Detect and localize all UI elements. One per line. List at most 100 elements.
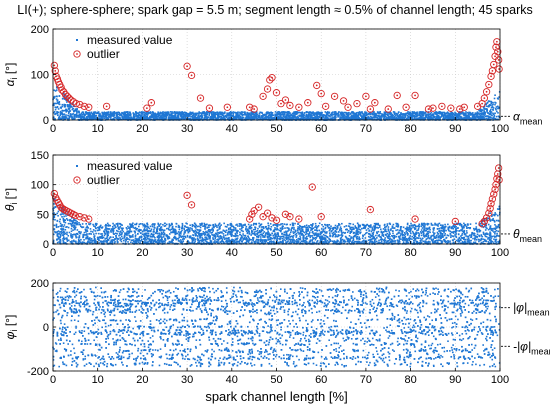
measured-point (347, 114, 350, 116)
measured-point (482, 238, 484, 241)
measured-point (408, 113, 411, 116)
measured-point (268, 112, 271, 114)
measured-point (80, 112, 83, 114)
measured-point (344, 115, 346, 118)
measured-point (326, 113, 328, 115)
measured-point (177, 113, 180, 116)
measured-point (202, 112, 205, 115)
measured-point (122, 242, 124, 245)
measured-point (430, 224, 433, 226)
measured-point (184, 115, 186, 117)
measured-point (348, 242, 351, 244)
measured-point (276, 114, 278, 116)
measured-point (67, 234, 70, 237)
measured-point (482, 113, 485, 116)
measured-point (303, 226, 306, 228)
measured-point (58, 117, 61, 119)
measured-point (61, 216, 63, 218)
measured-point (66, 101, 68, 103)
measured-point (398, 237, 401, 240)
measured-point (222, 112, 224, 114)
measured-point (401, 114, 403, 116)
measured-point (492, 112, 494, 115)
outlier-center (150, 101, 153, 104)
measured-point (407, 113, 410, 115)
measured-point (212, 111, 215, 113)
measured-point (466, 232, 468, 234)
measured-point (383, 114, 385, 117)
measured-point (149, 116, 151, 118)
measured-point (286, 113, 288, 116)
measured-point (170, 223, 173, 226)
measured-point (377, 111, 380, 114)
measured-point (324, 240, 327, 242)
measured-point (59, 236, 61, 239)
measured-point (129, 223, 131, 225)
outlier-center (405, 106, 408, 109)
measured-point (210, 242, 212, 245)
measured-point (178, 117, 180, 119)
measured-point (215, 118, 217, 120)
measured-point (225, 229, 228, 232)
measured-point (393, 113, 396, 116)
measured-point (217, 114, 220, 116)
measured-point (478, 112, 480, 114)
measured-point (210, 116, 213, 118)
measured-point (326, 225, 329, 227)
measured-point (53, 224, 56, 227)
measured-point (382, 115, 385, 117)
measured-point (107, 111, 109, 114)
measured-point (448, 116, 450, 119)
measured-point (135, 117, 138, 119)
measured-point (270, 116, 273, 118)
measured-point (437, 112, 439, 114)
measured-point (193, 117, 196, 120)
measured-point (340, 236, 343, 239)
outlier-marker (492, 43, 500, 51)
measured-point (344, 235, 347, 238)
measured-point (279, 114, 282, 116)
measured-point (495, 118, 497, 121)
measured-point (132, 114, 135, 117)
measured-point (223, 116, 225, 118)
measured-point (151, 112, 154, 114)
measured-point (268, 113, 271, 116)
measured-point (369, 236, 371, 239)
measured-point (223, 112, 225, 115)
measured-point (477, 116, 479, 119)
measured-point (183, 111, 186, 114)
measured-point (106, 112, 108, 115)
measured-point (243, 238, 246, 240)
measured-point (409, 111, 411, 114)
measured-point (54, 95, 56, 98)
measured-point (172, 112, 174, 114)
measured-point (486, 101, 489, 104)
measured-point (427, 116, 430, 119)
measured-point (122, 117, 124, 120)
outlier-marker (85, 103, 93, 111)
measured-point (430, 117, 433, 119)
measured-point (471, 116, 474, 119)
measured-point (131, 235, 133, 237)
measured-point (357, 114, 360, 116)
outlier-center (262, 95, 264, 98)
measured-point (143, 234, 145, 237)
measured-point (127, 118, 130, 120)
measured-point (468, 114, 471, 116)
measured-point (277, 113, 279, 116)
measured-point (342, 113, 345, 115)
measured-point (242, 114, 245, 116)
x-tick-label: 60 (315, 123, 327, 135)
measured-point (370, 239, 373, 241)
measured-point (224, 242, 226, 245)
measured-point (437, 225, 439, 227)
measured-point (408, 118, 410, 121)
measured-point (229, 114, 232, 117)
measured-point (134, 232, 136, 234)
measured-point (63, 113, 66, 115)
measured-point (220, 113, 223, 115)
measured-point (234, 118, 237, 121)
measured-point (436, 224, 438, 227)
measured-point (483, 118, 486, 120)
measured-point (259, 111, 262, 114)
